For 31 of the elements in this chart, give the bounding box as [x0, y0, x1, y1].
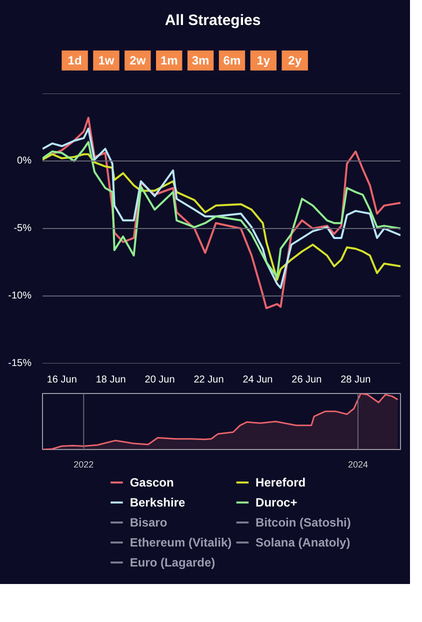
- legend-label: Euro (Lagarde): [130, 556, 216, 570]
- legend-label: Gascon: [130, 476, 174, 490]
- x-tick-label: 16 Jun: [46, 374, 77, 386]
- text: 1y: [256, 54, 270, 68]
- x-tick-label: 26 Jun: [292, 374, 322, 386]
- legend-label: Duroc+: [256, 496, 298, 510]
- chart-title: All Strategies: [164, 12, 261, 29]
- text: 6m: [223, 54, 241, 68]
- text: 2y: [288, 54, 302, 68]
- text: 1m: [160, 54, 178, 68]
- y-tick-label: 0%: [17, 156, 32, 166]
- y-tick-label: -10%: [8, 290, 32, 302]
- legend-label: Solana (Anatoly): [256, 536, 350, 550]
- legend-label: Ethereum (Vitalik): [130, 536, 232, 550]
- x-tick-label: 2022: [74, 460, 94, 470]
- x-tick-label: 2024: [348, 460, 368, 470]
- y-tick-label: -15%: [8, 358, 32, 369]
- y-tick-label: -5%: [14, 223, 32, 234]
- legend-label: Bisaro: [130, 516, 168, 530]
- x-tick-label: 20 Jun: [144, 374, 175, 386]
- x-tick-label: 18 Jun: [96, 374, 126, 386]
- x-tick-label: 24 Jun: [242, 374, 273, 386]
- x-tick-label: 22 Jun: [194, 374, 224, 386]
- legend-label: Berkshire: [130, 496, 186, 510]
- text: 3m: [192, 54, 210, 68]
- x-tick-label: 28 Jun: [340, 374, 371, 386]
- text: 2w: [130, 54, 146, 68]
- legend-label: Bitcoin (Satoshi): [256, 516, 351, 530]
- text: 1d: [68, 54, 82, 68]
- text: 1w: [98, 54, 115, 68]
- legend-label: Hereford: [256, 476, 306, 490]
